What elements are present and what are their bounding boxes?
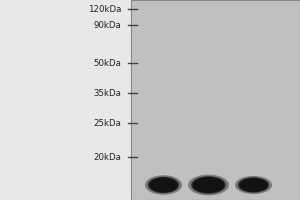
Text: 20kDa: 20kDa [94, 152, 122, 162]
Ellipse shape [145, 175, 182, 195]
Bar [130, 0, 300, 200]
Ellipse shape [239, 178, 268, 192]
Ellipse shape [238, 177, 269, 193]
Text: 90kDa: 90kDa [94, 21, 122, 29]
Ellipse shape [188, 175, 229, 195]
Text: 35kDa: 35kDa [94, 88, 122, 98]
Text: 120kDa: 120kDa [88, 4, 122, 14]
Ellipse shape [149, 178, 178, 192]
Text: 50kDa: 50kDa [94, 58, 122, 68]
Ellipse shape [235, 176, 272, 194]
Ellipse shape [193, 177, 224, 193]
Bar [0, 0, 130, 200]
Ellipse shape [191, 176, 226, 194]
Text: 25kDa: 25kDa [94, 118, 122, 128]
Ellipse shape [148, 177, 179, 193]
